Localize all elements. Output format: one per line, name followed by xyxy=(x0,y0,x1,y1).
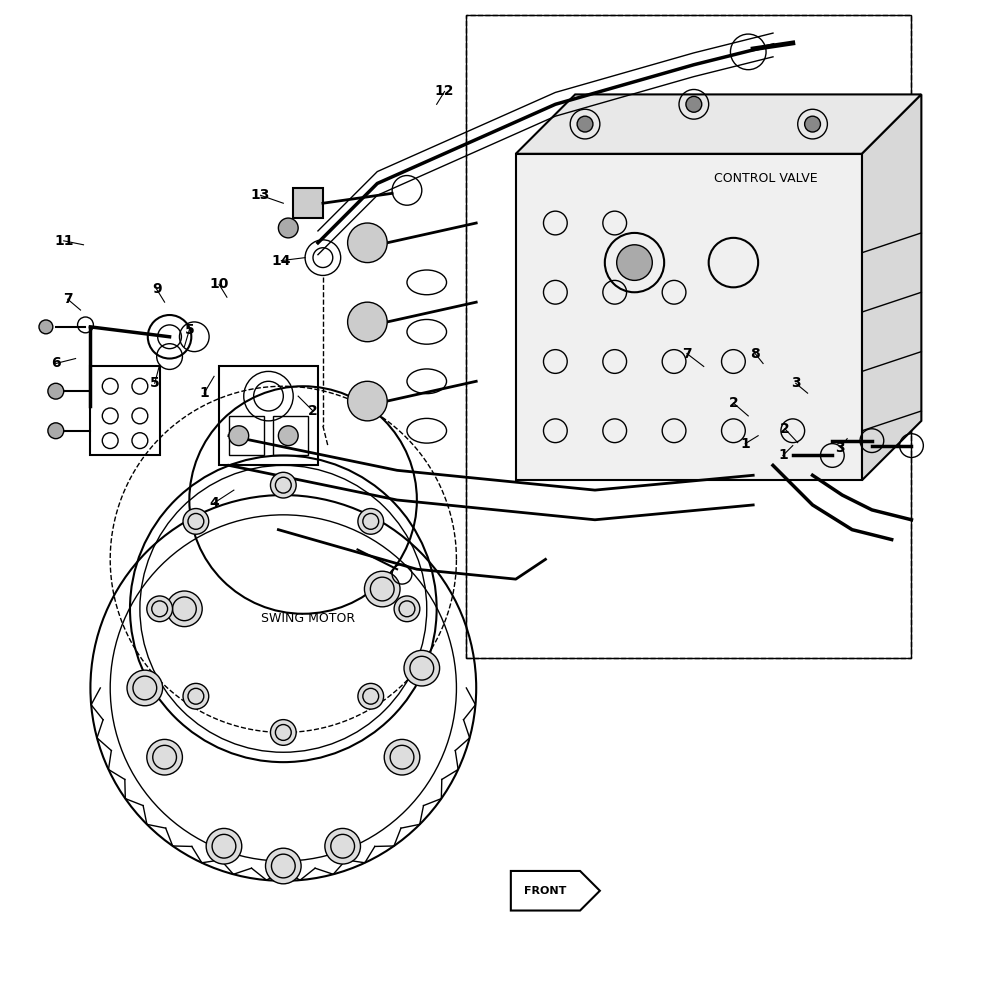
Bar xyxy=(274,416,309,455)
Circle shape xyxy=(183,683,208,709)
Text: 2: 2 xyxy=(728,396,738,410)
Text: 14: 14 xyxy=(272,254,291,268)
Circle shape xyxy=(358,683,384,709)
Text: FRONT: FRONT xyxy=(525,886,566,896)
Text: CONTROL VALVE: CONTROL VALVE xyxy=(713,172,817,185)
Text: 12: 12 xyxy=(434,84,454,98)
Text: 1: 1 xyxy=(740,437,750,451)
Circle shape xyxy=(364,571,400,607)
Polygon shape xyxy=(862,94,922,480)
Circle shape xyxy=(206,828,242,864)
Text: 2: 2 xyxy=(309,404,317,418)
Text: 10: 10 xyxy=(209,277,229,291)
Text: 5: 5 xyxy=(185,323,194,337)
Text: 11: 11 xyxy=(54,234,73,248)
Circle shape xyxy=(617,245,653,280)
Polygon shape xyxy=(511,871,600,911)
Circle shape xyxy=(279,218,299,238)
Circle shape xyxy=(347,381,387,421)
Circle shape xyxy=(271,720,297,745)
Bar xyxy=(294,188,322,218)
Circle shape xyxy=(358,509,384,534)
Text: 6: 6 xyxy=(51,356,61,370)
Text: SWING MOTOR: SWING MOTOR xyxy=(261,612,355,625)
Circle shape xyxy=(147,739,183,775)
Text: 1: 1 xyxy=(199,386,209,400)
Text: 7: 7 xyxy=(62,292,72,306)
Bar xyxy=(466,15,912,658)
Bar xyxy=(219,366,318,465)
Circle shape xyxy=(805,116,820,132)
Circle shape xyxy=(39,320,53,334)
Circle shape xyxy=(279,426,299,446)
Circle shape xyxy=(347,302,387,342)
Bar xyxy=(229,416,264,455)
Text: 8: 8 xyxy=(750,347,760,361)
Text: 5: 5 xyxy=(150,376,160,390)
Text: 13: 13 xyxy=(251,188,270,202)
Circle shape xyxy=(384,739,420,775)
Circle shape xyxy=(48,383,63,399)
Text: 9: 9 xyxy=(152,282,162,296)
Circle shape xyxy=(266,848,302,884)
Circle shape xyxy=(229,426,249,446)
Circle shape xyxy=(48,423,63,439)
Polygon shape xyxy=(516,94,922,154)
Bar xyxy=(466,15,912,658)
Circle shape xyxy=(685,96,701,112)
Bar xyxy=(516,154,862,480)
Circle shape xyxy=(167,591,202,627)
Bar xyxy=(90,366,160,455)
Circle shape xyxy=(347,223,387,263)
Circle shape xyxy=(147,596,173,622)
Text: 1: 1 xyxy=(778,448,788,462)
Text: 7: 7 xyxy=(682,347,691,361)
Text: 3: 3 xyxy=(835,441,845,455)
Circle shape xyxy=(394,596,420,622)
Circle shape xyxy=(404,650,439,686)
Circle shape xyxy=(324,828,360,864)
Circle shape xyxy=(577,116,593,132)
Circle shape xyxy=(127,670,163,706)
Circle shape xyxy=(183,509,208,534)
Circle shape xyxy=(271,472,297,498)
Text: 4: 4 xyxy=(209,496,219,510)
Text: 3: 3 xyxy=(791,376,801,390)
Text: 2: 2 xyxy=(780,422,790,436)
